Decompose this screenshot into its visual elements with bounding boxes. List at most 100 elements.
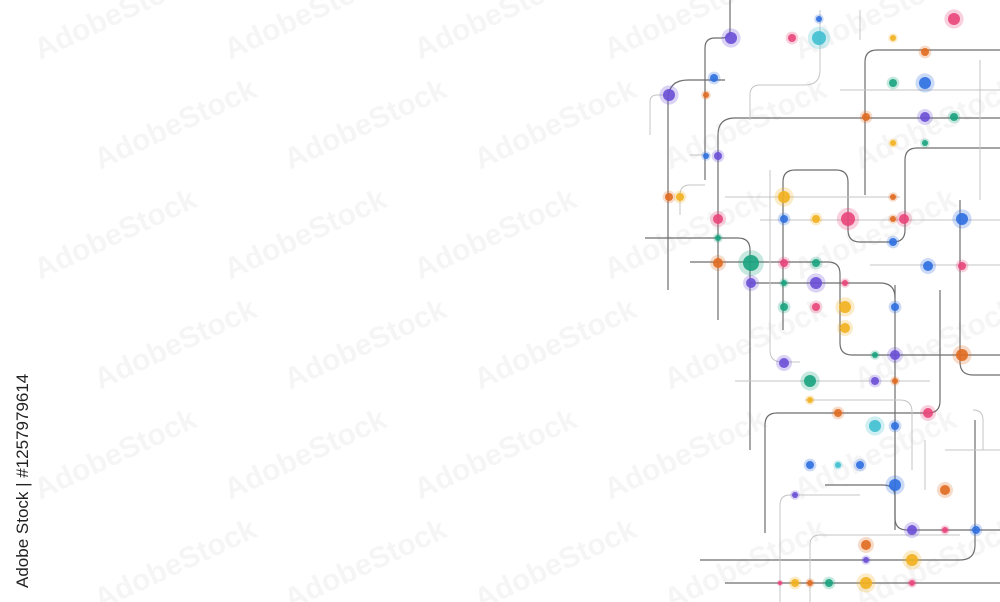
dot [920,112,930,122]
dot [889,479,901,491]
dot [921,48,929,56]
dot [890,194,896,200]
dot [842,280,848,286]
dot [714,152,722,160]
dot [812,215,820,223]
dot [806,461,814,469]
dot [956,213,968,225]
dot [713,258,723,268]
dot [703,92,709,98]
dot [810,277,822,289]
dot [807,397,813,403]
dot [860,577,872,589]
circuit-line [959,200,1000,376]
dot [956,349,968,361]
dot [889,238,897,246]
dot [856,461,864,469]
circuit-line [645,237,751,450]
dot [863,557,869,563]
dot [922,140,928,146]
dot [710,74,718,82]
dot [899,214,909,224]
circuit-line [717,117,1000,320]
dot [780,303,788,311]
dot [891,422,899,430]
circuit-line-light [749,10,821,120]
dot [792,492,798,498]
circuit-line-light [805,399,913,470]
circuit-line [750,282,896,299]
dot [890,216,896,222]
dot [948,13,960,25]
dot [779,358,789,368]
dot [940,485,950,495]
circuit-line [782,147,1000,330]
dot [950,113,958,121]
dot [923,408,933,418]
dot [907,525,917,535]
dot [890,35,896,41]
dot [834,409,842,417]
circuit-line-light [649,94,668,135]
circuit-line-light [972,409,984,450]
circuit-line [764,290,941,533]
dot [839,301,851,313]
dot [919,77,931,89]
dot [715,235,721,241]
circuit-line [700,420,976,561]
dot [743,255,759,271]
dot [872,352,878,358]
dot [663,89,675,101]
dot [909,580,915,586]
circuit-line-light [779,494,860,602]
dot [812,303,820,311]
dot [923,261,933,271]
dot [665,193,673,201]
circuit-line-light [809,534,960,602]
dot [890,350,900,360]
circuit-line [864,49,1000,195]
dot [889,79,897,87]
dot [812,259,820,267]
dot [781,280,787,286]
dot [869,420,881,432]
dot [835,462,841,468]
dot [871,377,879,385]
dot [804,375,816,387]
dot [958,262,966,270]
dot [942,527,948,533]
dot [788,34,796,42]
dot [780,215,788,223]
dot [812,31,826,45]
dot [862,113,870,121]
dot [891,303,899,311]
dot [807,580,813,586]
dot [778,581,782,585]
dot [892,378,898,384]
dot [825,579,833,587]
dot [861,540,871,550]
dot [778,191,790,203]
dot [725,32,737,44]
dot [890,140,896,146]
